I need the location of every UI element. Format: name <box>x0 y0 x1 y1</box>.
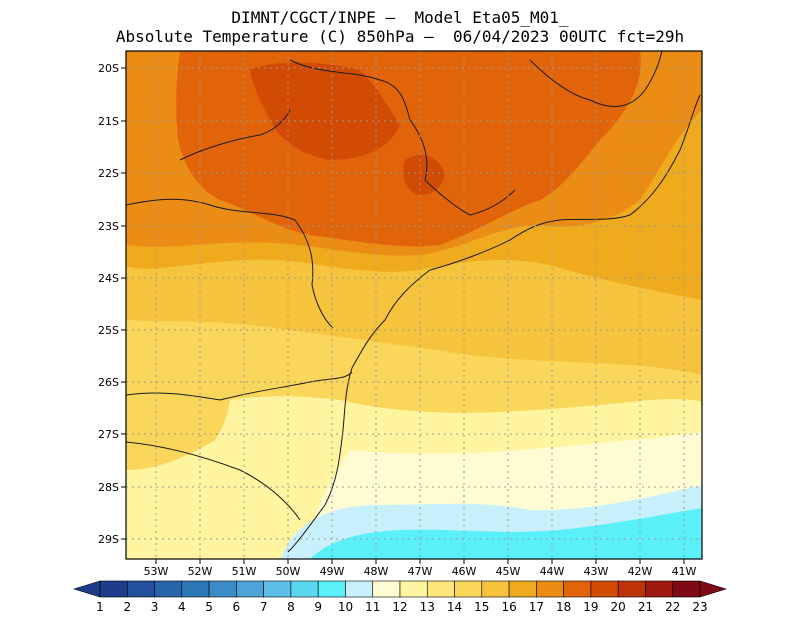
colorbar-label: 6 <box>233 600 241 614</box>
colorbar-swatch <box>508 580 537 598</box>
colorbar-label: 8 <box>287 600 295 614</box>
colorbar-label: 4 <box>178 600 186 614</box>
colorbar-label: 22 <box>665 600 680 614</box>
chart-title-line-1: DIMNT/CGCT/INPE – Model Eta05_M01_ <box>231 8 569 27</box>
colorbar-swatch <box>672 580 701 598</box>
colorbar-label: 15 <box>474 600 489 614</box>
colorbar-swatch <box>208 580 237 598</box>
colorbar-swatch <box>563 580 592 598</box>
colorbar-swatch <box>617 580 646 598</box>
lat-label: 27S <box>98 428 119 441</box>
colorbar-label: 11 <box>365 600 380 614</box>
colorbar-label: 21 <box>638 600 653 614</box>
lon-label: 41W <box>672 565 697 578</box>
colorbar-labels: 1 2 3 4 5 6 7 8 9 10 11 12 13 14 15 16 1… <box>96 600 707 614</box>
colorbar-swatch <box>536 580 564 598</box>
colorbar-label: 23 <box>692 600 707 614</box>
lon-label: 51W <box>232 565 257 578</box>
lat-labels: 20S 21S 22S 23S 24S 25S 26S 27S 28S 29S <box>98 62 119 546</box>
lon-label: 47W <box>408 565 433 578</box>
lat-label: 25S <box>98 324 119 337</box>
lon-label: 45W <box>496 565 521 578</box>
lon-label: 49W <box>320 565 345 578</box>
colorbar-label: 13 <box>420 600 435 614</box>
lon-labels: 53W 52W 51W 50W 49W 48W 47W 46W 45W 44W … <box>144 565 697 578</box>
lon-label: 50W <box>276 565 301 578</box>
colorbar-label: 2 <box>123 600 131 614</box>
colorbar-label: 3 <box>151 600 159 614</box>
colorbar-label: 7 <box>260 600 268 614</box>
colorbar-swatch <box>181 580 210 598</box>
lat-label: 22S <box>98 167 119 180</box>
colorbar-swatch <box>154 580 183 598</box>
lon-label: 43W <box>584 565 609 578</box>
colorbar-swatch <box>645 580 674 598</box>
colorbar-swatch <box>590 580 619 598</box>
colorbar-swatch <box>399 580 428 598</box>
colorbar-label: 5 <box>205 600 213 614</box>
colorbar-label: 10 <box>338 600 353 614</box>
colorbar-label: 16 <box>501 600 516 614</box>
colorbar-swatch <box>481 580 510 598</box>
lat-label: 29S <box>98 533 119 546</box>
colorbar-swatch <box>126 580 155 598</box>
chart-title-line-2: Absolute Temperature (C) 850hPa – 06/04/… <box>115 27 685 46</box>
colorbar-swatch <box>454 580 483 598</box>
lon-label: 48W <box>364 565 389 578</box>
colorbar-label: 18 <box>556 600 571 614</box>
colorbar-label: 19 <box>583 600 598 614</box>
lon-label: 42W <box>628 565 653 578</box>
colorbar-label: 9 <box>314 600 322 614</box>
colorbar-label: 14 <box>447 600 462 614</box>
lon-label: 46W <box>452 565 477 578</box>
lon-label: 52W <box>188 565 213 578</box>
colorbar-arrow-low <box>72 580 101 598</box>
colorbar-swatch <box>290 580 319 598</box>
colorbar <box>72 580 728 598</box>
lat-label: 23S <box>98 220 119 233</box>
lat-label: 20S <box>98 62 119 75</box>
temperature-field <box>126 51 702 559</box>
colorbar-swatch <box>345 580 374 598</box>
plot-frame <box>125 50 703 560</box>
colorbar-swatch <box>372 580 401 598</box>
colorbar-swatch <box>317 580 346 598</box>
lat-label: 21S <box>98 115 119 128</box>
lon-label: 44W <box>540 565 565 578</box>
colorbar-label: 12 <box>392 600 407 614</box>
colorbar-label: 1 <box>96 600 104 614</box>
colorbar-swatch <box>236 580 264 598</box>
colorbar-swatch <box>263 580 292 598</box>
lat-label: 28S <box>98 481 119 494</box>
lon-ticks <box>155 559 685 564</box>
lat-label: 24S <box>98 272 119 285</box>
lat-ticks <box>121 67 126 540</box>
colorbar-swatch <box>99 580 128 598</box>
colorbar-swatch <box>426 580 455 598</box>
colorbar-label: 17 <box>529 600 544 614</box>
colorbar-arrow-high <box>699 580 728 598</box>
colorbar-label: 20 <box>611 600 626 614</box>
lon-label: 53W <box>144 565 169 578</box>
lat-label: 26S <box>98 376 119 389</box>
gridlines <box>126 51 702 559</box>
coastline-borders <box>126 51 701 553</box>
